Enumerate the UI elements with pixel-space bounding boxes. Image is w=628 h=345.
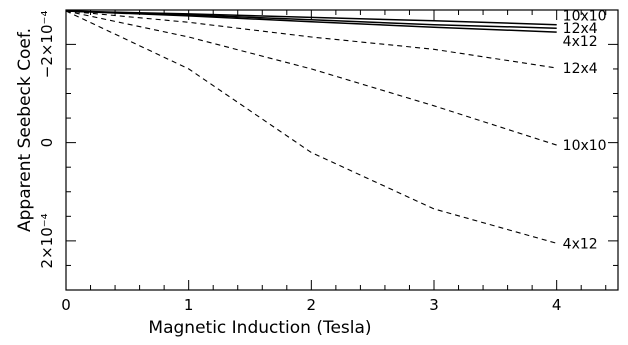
- series-line-dashed-4x12: [65, 10, 557, 244]
- series-label-dashed-12x4: 12x4: [563, 61, 598, 77]
- x-tick-label: 1: [184, 296, 194, 314]
- series-label-solid-10x10: 10x10: [563, 9, 607, 25]
- y-tick-label: 0: [38, 138, 56, 148]
- y-tick-label: 2×10⁻⁴: [38, 213, 56, 268]
- x-tick-label: 2: [307, 296, 317, 314]
- y-tick-label: −2×10⁻⁴: [38, 11, 56, 79]
- series-line-dashed-10x10: [65, 10, 557, 146]
- x-tick-label: 3: [429, 296, 439, 314]
- series-line-solid-4x12: [65, 10, 557, 33]
- series-label-solid-12x4: 12x4: [563, 21, 598, 37]
- series-line-dashed-12x4: [65, 10, 557, 69]
- x-tick-label: 0: [61, 296, 71, 314]
- series-label-solid-4x12: 4x12: [563, 34, 598, 50]
- series-label-dashed-4x12: 4x12: [563, 236, 598, 252]
- x-tick-label: 4: [552, 296, 562, 314]
- x-axis-title: Magnetic Induction (Tesla): [148, 318, 371, 338]
- plot-area: 0 1 2 3 4−2×10⁻⁴02×10⁻⁴10x1012x44x1212x410x1…: [38, 9, 619, 314]
- series-label-dashed-10x10: 10x10: [563, 138, 607, 154]
- y-axis-title: Apparent Seebeck Coef.: [15, 28, 35, 232]
- plot-frame: [65, 9, 619, 291]
